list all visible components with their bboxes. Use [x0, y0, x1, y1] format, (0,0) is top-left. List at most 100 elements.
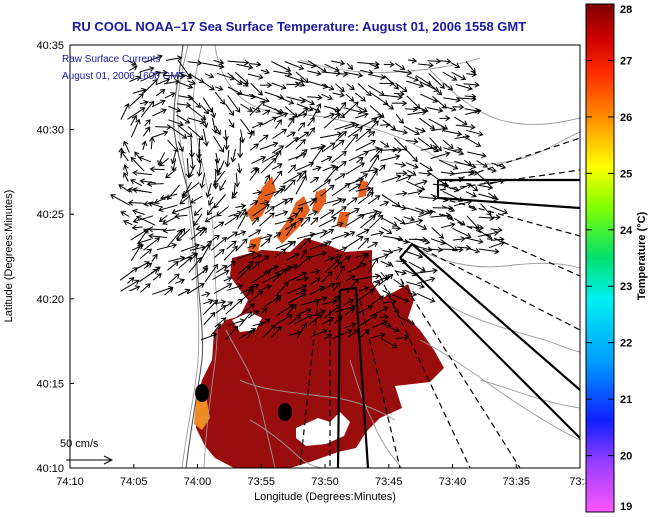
current-vector — [261, 152, 279, 163]
current-vector — [295, 139, 306, 150]
current-vector-head — [295, 314, 302, 320]
current-vector-head — [355, 183, 362, 189]
current-vector-head — [362, 173, 369, 179]
current-vector-head — [226, 276, 233, 282]
current-vector — [172, 148, 177, 164]
current-vector-head — [383, 306, 389, 312]
current-vector-head — [264, 68, 270, 75]
current-vector — [310, 277, 321, 285]
current-vector — [275, 314, 293, 325]
current-vector — [178, 257, 192, 269]
current-vector — [442, 71, 457, 81]
current-vector-head — [110, 194, 116, 200]
current-vector — [332, 295, 339, 304]
current-vector — [143, 79, 158, 93]
current-vector — [193, 213, 203, 226]
current-vector — [249, 143, 259, 151]
sst-orange-patch-1 — [246, 176, 276, 222]
current-vector-head — [374, 195, 381, 201]
current-vector-head — [348, 96, 355, 102]
current-vector — [322, 165, 336, 172]
current-vector — [307, 96, 322, 99]
colorbar-tick-label: 27 — [620, 55, 632, 67]
current-vector — [345, 93, 354, 102]
current-vector — [235, 238, 248, 252]
current-vector-head — [493, 230, 500, 236]
current-vector — [299, 96, 315, 105]
current-vector-head — [306, 307, 312, 314]
current-vector-head — [417, 189, 423, 195]
current-vector-head — [476, 108, 482, 115]
current-vector-head — [282, 198, 289, 204]
current-vector-head — [255, 61, 262, 68]
current-vector — [368, 211, 382, 219]
current-vector — [296, 170, 307, 183]
current-vector — [333, 315, 343, 325]
current-vector — [120, 211, 130, 217]
current-vector — [163, 80, 180, 85]
current-vector — [133, 172, 153, 176]
current-vector — [171, 205, 192, 214]
current-vector — [440, 184, 459, 192]
current-vector-head — [336, 254, 343, 260]
current-vector — [190, 149, 194, 170]
current-vector — [129, 76, 141, 82]
current-vector-head — [138, 155, 144, 162]
current-vector-head — [180, 73, 186, 80]
current-vector — [355, 128, 372, 143]
current-vector-head — [436, 146, 442, 152]
current-vector — [392, 305, 399, 314]
current-vector-head — [452, 246, 458, 252]
current-vector — [275, 198, 288, 208]
current-vector — [199, 228, 207, 237]
current-vector — [182, 182, 200, 196]
current-vector-head — [353, 329, 360, 335]
current-vector — [355, 113, 368, 119]
current-vector-head — [124, 103, 130, 109]
current-vector — [464, 159, 472, 166]
current-vector — [356, 288, 374, 302]
current-vector-head — [429, 124, 436, 130]
colorbar-tick-label: 23 — [620, 281, 632, 293]
current-vector-head — [339, 60, 346, 66]
current-vector — [139, 101, 148, 105]
current-vector-head — [212, 263, 219, 270]
current-vector — [168, 257, 185, 262]
current-vector — [286, 131, 296, 138]
current-vector-head — [426, 246, 433, 253]
current-vector — [348, 151, 369, 162]
current-vector — [153, 72, 168, 74]
current-vector-head — [171, 208, 177, 215]
current-vector — [128, 202, 144, 204]
colorbar-tick-label: 28 — [620, 4, 632, 16]
current-vector — [394, 62, 405, 70]
current-vector-head — [255, 107, 262, 113]
current-vector — [260, 69, 270, 74]
current-vector-head — [439, 83, 445, 89]
sst-gap-2 — [232, 312, 262, 332]
current-vector — [251, 270, 271, 284]
current-vector — [205, 215, 216, 223]
current-vector — [187, 80, 196, 85]
current-vector — [431, 227, 444, 239]
current-vector-head — [399, 219, 406, 225]
current-vector-head — [438, 233, 445, 239]
current-vector — [236, 92, 256, 98]
current-vector-head — [288, 217, 295, 224]
current-vector-head — [222, 265, 228, 271]
current-vector-head — [435, 58, 442, 65]
current-vector-head — [278, 187, 285, 194]
current-vector-head — [155, 266, 161, 272]
current-vector — [442, 105, 456, 111]
current-vector — [259, 307, 268, 316]
current-vector — [240, 284, 259, 294]
current-vector-head — [276, 109, 282, 115]
current-vector-head — [392, 146, 398, 153]
current-vector — [357, 106, 368, 112]
current-vector-head — [340, 173, 346, 179]
current-vector-head — [460, 220, 466, 226]
current-vector-head — [123, 164, 129, 170]
current-vector-head — [365, 185, 372, 192]
current-vector-head — [451, 106, 457, 112]
current-vector-head — [502, 208, 509, 215]
